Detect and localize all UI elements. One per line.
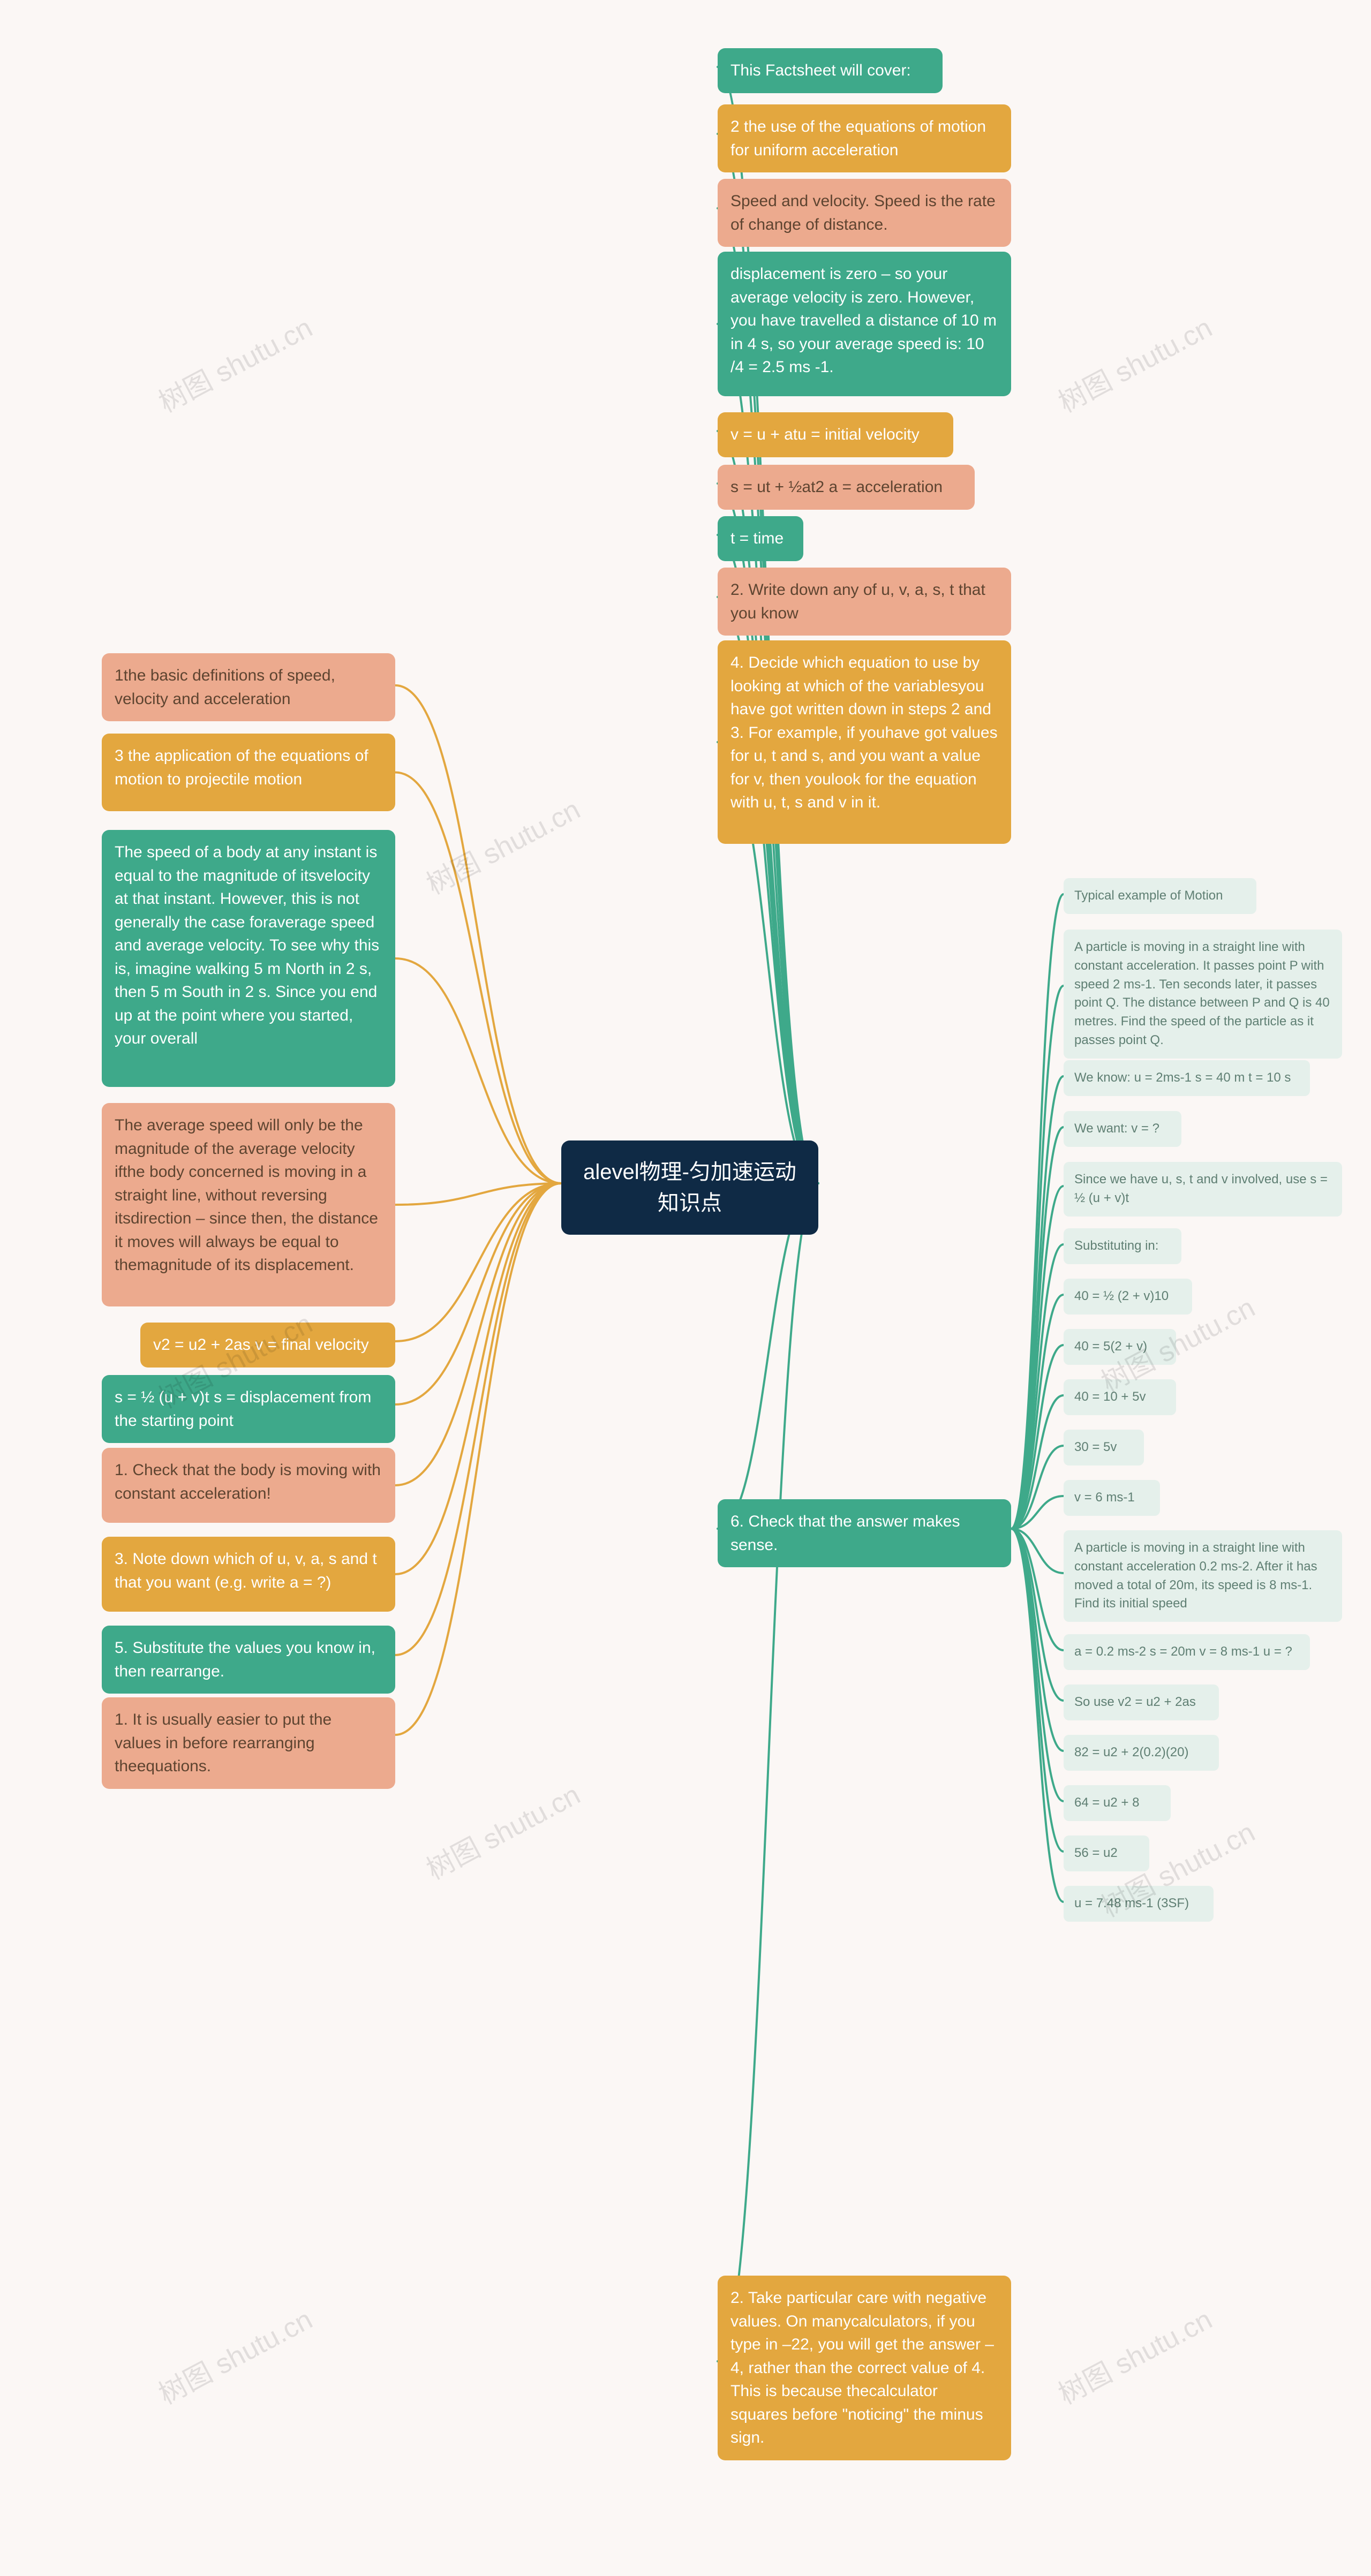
left-node-L7: 1. Check that the body is moving with co… [102,1448,395,1523]
right-node-R10: 6. Check that the answer makes sense. [718,1499,1011,1567]
left-node-L9: 5. Substitute the values you know in, th… [102,1626,395,1694]
right-node-R4: displacement is zero – so your average v… [718,252,1011,396]
left-node-L1: 1the basic definitions of speed, velocit… [102,653,395,721]
sub-node-S3: We know: u = 2ms-1 s = 40 m t = 10 s [1064,1060,1310,1096]
right-node-R3: Speed and velocity. Speed is the rate of… [718,179,1011,247]
right-node-R11: 2. Take particular care with negative va… [718,2276,1011,2460]
sub-node-S12: A particle is moving in a straight line … [1064,1530,1342,1622]
sub-node-S11: v = 6 ms-1 [1064,1480,1160,1516]
sub-node-S5: Since we have u, s, t and v involved, us… [1064,1162,1342,1217]
right-node-R6: s = ut + ½at2 a = acceleration [718,465,975,510]
watermark: 树图 shutu.cn [1050,2297,1218,2412]
sub-node-S6: Substituting in: [1064,1228,1181,1264]
watermark: 树图 shutu.cn [1050,305,1218,420]
sub-node-S10: 30 = 5v [1064,1430,1144,1465]
sub-node-S1: Typical example of Motion [1064,878,1256,914]
sub-node-S16: 64 = u2 + 8 [1064,1785,1171,1821]
left-node-L5: v2 = u2 + 2as v = final velocity [140,1323,395,1368]
right-node-R1: This Factsheet will cover: [718,48,943,93]
right-node-R9: 4. Decide which equation to use by looki… [718,640,1011,844]
sub-node-S18: u = 7.48 ms-1 (3SF) [1064,1886,1214,1922]
sub-node-S15: 82 = u2 + 2(0.2)(20) [1064,1735,1219,1771]
sub-node-S2: A particle is moving in a straight line … [1064,930,1342,1059]
left-node-L2: 3 the application of the equations of mo… [102,734,395,811]
left-node-L4: The average speed will only be the magni… [102,1103,395,1306]
left-node-L8: 3. Note down which of u, v, a, s and t t… [102,1537,395,1612]
watermark: 树图 shutu.cn [418,1772,586,1887]
right-node-R7: t = time [718,516,803,561]
sub-node-S9: 40 = 10 + 5v [1064,1379,1176,1415]
right-node-R2: 2 the use of the equations of motion for… [718,104,1011,172]
watermark: 树图 shutu.cn [150,305,318,420]
sub-node-S17: 56 = u2 [1064,1835,1149,1871]
left-node-L10: 1. It is usually easier to put the value… [102,1697,395,1789]
left-node-L6: s = ½ (u + v)t s = displacement from the… [102,1375,395,1443]
watermark: 树图 shutu.cn [418,787,586,902]
sub-node-S13: a = 0.2 ms-2 s = 20m v = 8 ms-1 u = ? [1064,1634,1310,1670]
sub-node-S8: 40 = 5(2 + v) [1064,1329,1176,1365]
right-node-R5: v = u + atu = initial velocity [718,412,953,457]
watermark: 树图 shutu.cn [150,2297,318,2412]
left-node-L3: The speed of a body at any instant is eq… [102,830,395,1087]
sub-node-S7: 40 = ½ (2 + v)10 [1064,1279,1192,1315]
right-node-R8: 2. Write down any of u, v, a, s, t that … [718,568,1011,636]
sub-node-S4: We want: v = ? [1064,1111,1181,1147]
root-node: alevel物理-匀加速运动知识点 [561,1140,818,1235]
sub-node-S14: So use v2 = u2 + 2as [1064,1684,1219,1720]
